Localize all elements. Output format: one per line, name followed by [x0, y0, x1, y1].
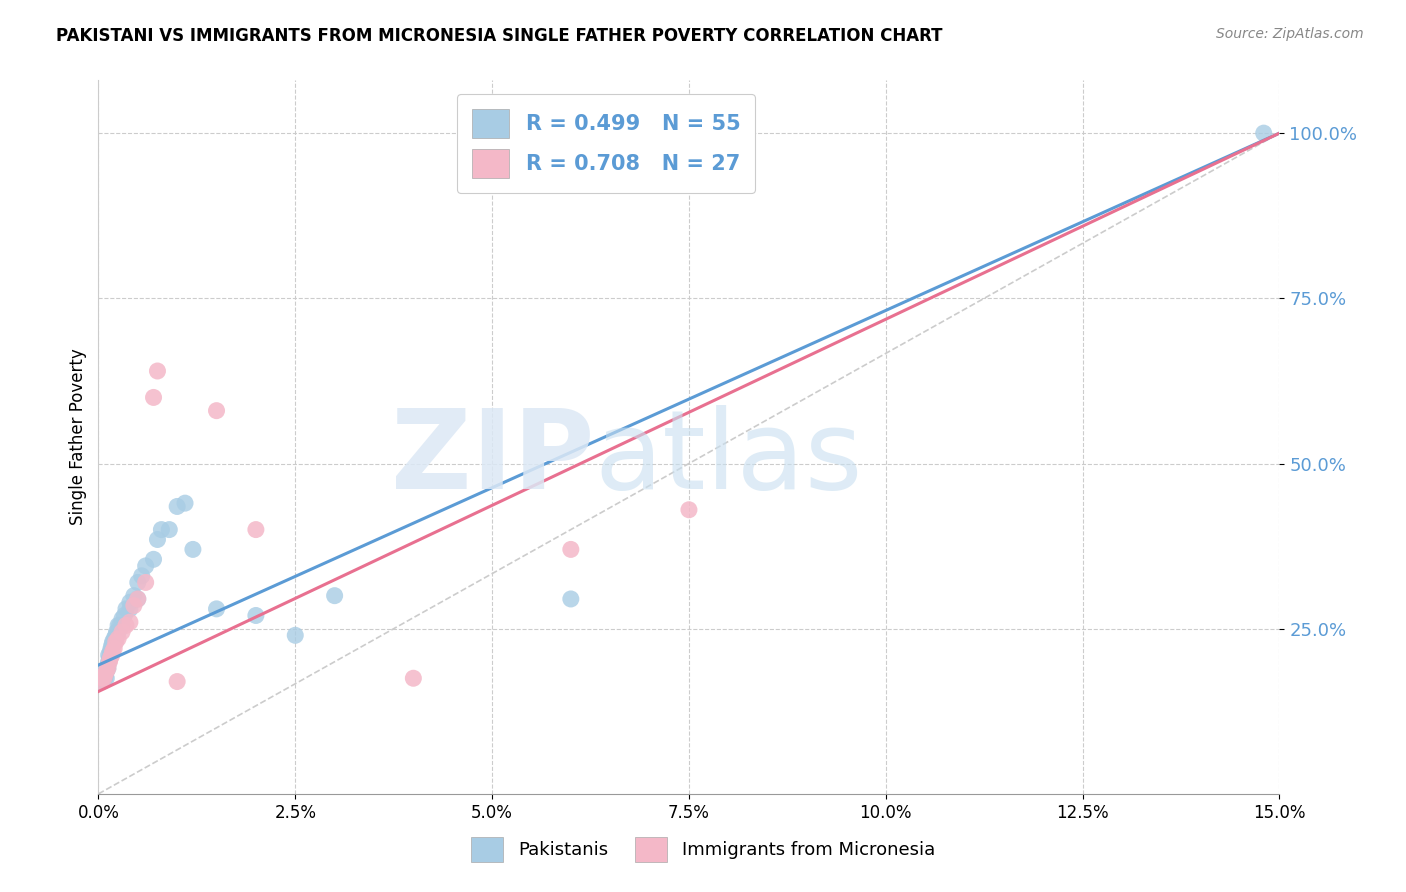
Point — [127, 591, 149, 606]
Point — [146, 364, 169, 378]
Point — [98, 655, 121, 669]
Point — [104, 635, 127, 649]
Point — [402, 671, 425, 685]
Point — [107, 625, 129, 640]
Point — [115, 602, 138, 616]
Legend: Pakistanis, Immigrants from Micronesia: Pakistanis, Immigrants from Micronesia — [464, 830, 942, 870]
Point — [157, 523, 180, 537]
Point — [284, 628, 307, 642]
Point — [98, 651, 121, 665]
Point — [93, 671, 115, 685]
Point — [678, 502, 700, 516]
Point — [146, 533, 169, 547]
Point — [96, 665, 118, 679]
Point — [112, 608, 135, 623]
Point — [142, 391, 165, 405]
Point — [205, 602, 228, 616]
Point — [131, 569, 153, 583]
Point — [97, 655, 120, 669]
Point — [93, 668, 115, 682]
Point — [101, 638, 124, 652]
Point — [127, 591, 149, 606]
Point — [101, 645, 124, 659]
Point — [97, 661, 120, 675]
Point — [127, 575, 149, 590]
Point — [90, 674, 112, 689]
Point — [98, 651, 121, 665]
Point — [91, 671, 114, 685]
Point — [323, 589, 346, 603]
Point — [245, 608, 267, 623]
Point — [103, 635, 125, 649]
Legend: R = 0.499   N = 55, R = 0.708   N = 27: R = 0.499 N = 55, R = 0.708 N = 27 — [457, 95, 755, 193]
Point — [94, 668, 117, 682]
Point — [90, 674, 112, 689]
Point — [93, 668, 115, 682]
Point — [91, 668, 114, 682]
Point — [118, 602, 141, 616]
Point — [98, 645, 121, 659]
Text: atlas: atlas — [595, 405, 863, 512]
Point — [115, 618, 138, 632]
Point — [101, 648, 124, 662]
Point — [118, 615, 141, 629]
Point — [560, 542, 582, 557]
Point — [105, 625, 128, 640]
Point — [205, 403, 228, 417]
Point — [96, 671, 118, 685]
Point — [245, 523, 267, 537]
Point — [98, 648, 121, 662]
Point — [142, 552, 165, 566]
Y-axis label: Single Father Poverty: Single Father Poverty — [69, 349, 87, 525]
Point — [104, 632, 127, 646]
Point — [97, 658, 120, 673]
Point — [90, 668, 112, 682]
Point — [166, 674, 188, 689]
Point — [93, 671, 115, 685]
Point — [107, 632, 129, 646]
Point — [91, 671, 114, 685]
Text: Source: ZipAtlas.com: Source: ZipAtlas.com — [1216, 27, 1364, 41]
Point — [111, 618, 134, 632]
Point — [135, 575, 157, 590]
Point — [97, 661, 120, 675]
Text: ZIP: ZIP — [391, 405, 595, 512]
Point — [103, 632, 125, 646]
Text: PAKISTANI VS IMMIGRANTS FROM MICRONESIA SINGLE FATHER POVERTY CORRELATION CHART: PAKISTANI VS IMMIGRANTS FROM MICRONESIA … — [56, 27, 943, 45]
Point — [181, 542, 204, 557]
Point — [97, 648, 120, 662]
Point — [1253, 126, 1275, 140]
Point — [107, 618, 129, 632]
Point — [93, 668, 115, 682]
Point — [111, 612, 134, 626]
Point — [111, 625, 134, 640]
Point — [90, 671, 112, 685]
Point — [100, 641, 122, 656]
Point — [122, 589, 145, 603]
Point — [118, 595, 141, 609]
Point — [101, 635, 124, 649]
Point — [103, 641, 125, 656]
Point — [174, 496, 197, 510]
Point — [91, 674, 114, 689]
Point — [96, 665, 118, 679]
Point — [150, 523, 173, 537]
Point — [93, 671, 115, 685]
Point — [122, 599, 145, 613]
Point — [104, 628, 127, 642]
Point — [166, 500, 188, 514]
Point — [560, 591, 582, 606]
Point — [135, 558, 157, 573]
Point — [108, 618, 131, 632]
